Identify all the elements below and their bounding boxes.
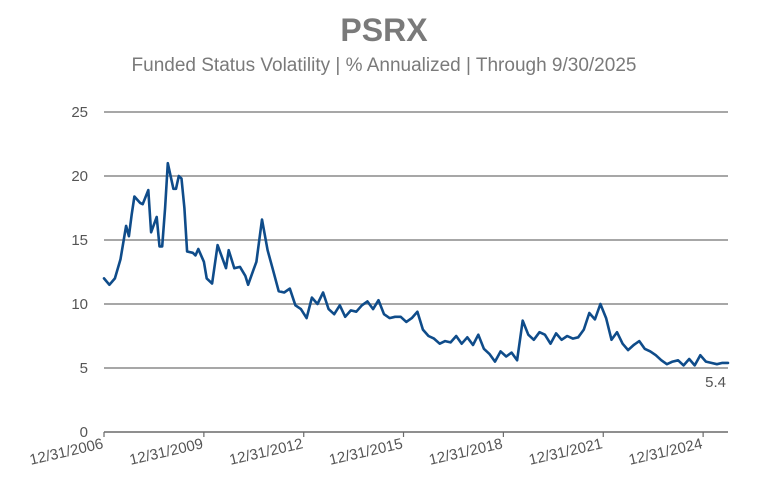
x-tick-label: 12/31/2015 xyxy=(327,435,404,468)
chart-title: PSRX xyxy=(340,12,428,48)
series-layer xyxy=(102,161,730,367)
series-line xyxy=(102,161,730,367)
y-tick-label: 5 xyxy=(80,360,88,377)
y-tick-label: 15 xyxy=(71,232,88,249)
x-tick-label: 12/31/2012 xyxy=(228,435,305,468)
y-tick-label: 10 xyxy=(71,296,88,313)
chart-subtitle: Funded Status Volatility | % Annualized … xyxy=(131,55,637,76)
grid-lines xyxy=(104,111,728,433)
y-axis-ticks: 0 5 10 15 20 25 xyxy=(71,104,88,441)
x-tick-label: 12/31/2009 xyxy=(128,435,205,468)
last-value-label: 5.4 xyxy=(705,374,726,391)
y-tick-label: 20 xyxy=(71,168,88,185)
y-tick-label: 25 xyxy=(71,104,88,121)
x-tick-label: 12/31/2024 xyxy=(627,435,704,468)
x-tick-label: 12/31/2021 xyxy=(527,435,604,468)
x-tick-label: 12/31/2018 xyxy=(427,435,504,468)
x-axis-ticks: 12/31/2006 12/31/2009 12/31/2012 12/31/2015… xyxy=(28,432,704,469)
annotation-layer: 5.4 xyxy=(705,374,726,391)
x-tick-label: 12/31/2006 xyxy=(28,435,105,468)
y-tick-label: 0 xyxy=(80,424,88,441)
